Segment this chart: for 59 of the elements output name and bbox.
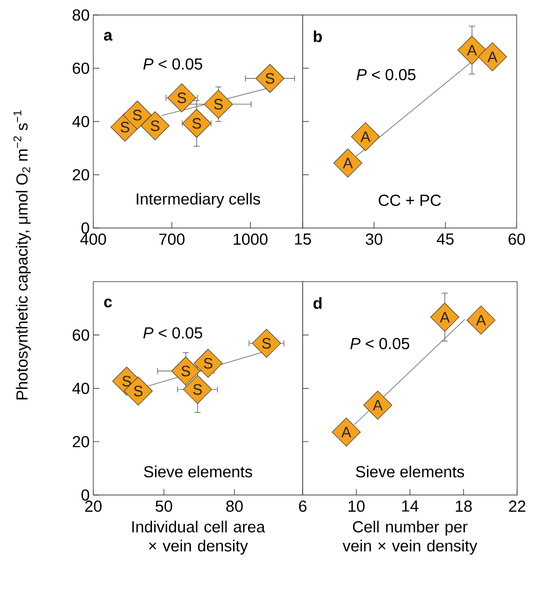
y-tick-label: 60	[72, 62, 90, 74]
y-tick-label: 60	[72, 329, 90, 341]
text: S	[150, 120, 160, 132]
y-tick-label: 40	[72, 116, 90, 128]
annotation: P < 0.05	[356, 68, 416, 80]
x-tick-label: 15	[295, 234, 311, 245]
text: b	[314, 30, 322, 42]
y-tick-label: 40	[72, 382, 90, 394]
x-tick-label: 60	[508, 234, 525, 245]
text: A	[341, 426, 352, 438]
text: a	[104, 32, 113, 41]
series-label: A	[440, 312, 450, 322]
x-tick-label: 10	[348, 500, 365, 512]
x-tick-label: 700	[159, 234, 185, 245]
x-tick-label: 50	[156, 500, 172, 512]
series-label: S	[132, 110, 142, 120]
y-tick-label: 0	[81, 222, 90, 234]
y-tick-label: 0	[81, 489, 90, 501]
x-tick-label: 400	[80, 234, 106, 245]
annotation: Sieve elements	[144, 466, 252, 478]
annotation: P < 0.05	[143, 327, 202, 339]
annotation: P < 0.05	[143, 58, 202, 70]
y-axis-title: Photosynthetic capacity, μmol O$_{2}$ m$^{−2}$ s$^{−1}$	[13, 110, 31, 400]
text: A	[342, 158, 353, 168]
text: S	[181, 366, 190, 376]
x-axis-title: Individual cell area × vein density	[132, 520, 266, 555]
text: A	[372, 400, 383, 410]
x-tick-label: 6	[299, 500, 306, 512]
series-label: A	[487, 52, 498, 62]
text: S	[120, 122, 130, 132]
annotation: CC + PC	[378, 194, 441, 206]
x-tick-label: 1000	[234, 234, 268, 245]
annotation: P < 0.05	[350, 338, 410, 350]
x-tick-label: 14	[402, 500, 418, 512]
text: A	[476, 314, 486, 326]
annotation: Intermediary cells	[136, 192, 260, 208]
text: S	[193, 384, 202, 395]
text: S	[192, 118, 201, 129]
x-tick-label: 45	[436, 234, 454, 245]
y-tick-label: 20	[72, 436, 90, 448]
text: S	[204, 358, 212, 369]
x-tick-label: 18	[456, 500, 472, 512]
y-tick-label: 20	[72, 169, 90, 180]
y-tick-label: 80	[72, 9, 90, 21]
text: S	[262, 338, 271, 349]
text: S	[214, 98, 223, 110]
text: S	[266, 73, 274, 84]
annotation: Sieve elements	[356, 466, 464, 478]
text: A	[360, 132, 370, 142]
text: d	[313, 297, 322, 309]
x-tick-label: 80	[226, 500, 243, 512]
text: S	[177, 92, 186, 104]
x-axis-title: Cell number per vein × vein density	[342, 520, 478, 555]
x-tick-label: 22	[509, 500, 526, 512]
text: A	[467, 44, 477, 56]
x-tick-label: 30	[366, 234, 382, 245]
series-label: S	[122, 376, 132, 386]
text: c	[104, 298, 112, 308]
text: S	[134, 386, 143, 396]
